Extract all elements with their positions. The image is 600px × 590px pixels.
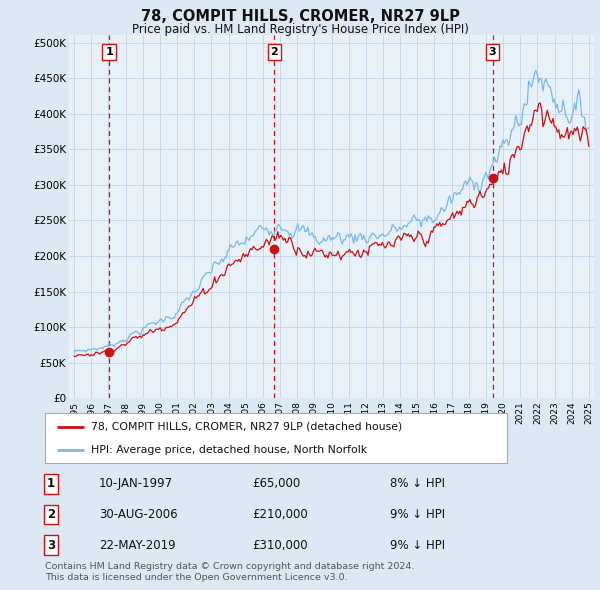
Text: £310,000: £310,000 [252, 539, 308, 552]
Text: 30-AUG-2006: 30-AUG-2006 [99, 508, 178, 521]
Text: 1: 1 [47, 477, 55, 490]
Text: 3: 3 [489, 47, 496, 57]
Text: Contains HM Land Registry data © Crown copyright and database right 2024.: Contains HM Land Registry data © Crown c… [45, 562, 415, 571]
Text: 22-MAY-2019: 22-MAY-2019 [99, 539, 176, 552]
Text: £65,000: £65,000 [252, 477, 300, 490]
Text: 2: 2 [271, 47, 278, 57]
Text: HPI: Average price, detached house, North Norfolk: HPI: Average price, detached house, Nort… [91, 445, 367, 455]
Text: £210,000: £210,000 [252, 508, 308, 521]
Text: 10-JAN-1997: 10-JAN-1997 [99, 477, 173, 490]
Text: 78, COMPIT HILLS, CROMER, NR27 9LP (detached house): 78, COMPIT HILLS, CROMER, NR27 9LP (deta… [91, 421, 403, 431]
Text: 9% ↓ HPI: 9% ↓ HPI [390, 508, 445, 521]
Text: This data is licensed under the Open Government Licence v3.0.: This data is licensed under the Open Gov… [45, 572, 347, 582]
Text: 1: 1 [105, 47, 113, 57]
Text: 9% ↓ HPI: 9% ↓ HPI [390, 539, 445, 552]
Text: 2: 2 [47, 508, 55, 521]
Text: 3: 3 [47, 539, 55, 552]
Text: 8% ↓ HPI: 8% ↓ HPI [390, 477, 445, 490]
Text: Price paid vs. HM Land Registry's House Price Index (HPI): Price paid vs. HM Land Registry's House … [131, 23, 469, 36]
Text: 78, COMPIT HILLS, CROMER, NR27 9LP: 78, COMPIT HILLS, CROMER, NR27 9LP [140, 9, 460, 24]
